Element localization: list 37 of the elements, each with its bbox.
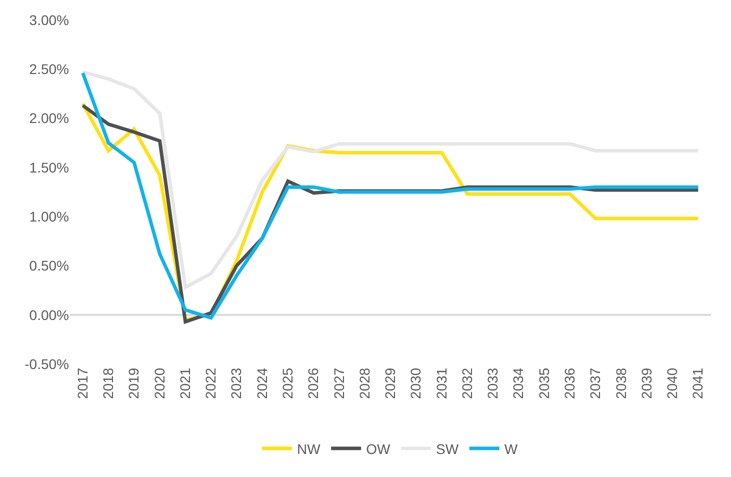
- x-tick-label: 2035: [536, 368, 552, 399]
- legend-label: SW: [436, 440, 460, 457]
- x-tick-label: 2033: [484, 368, 501, 399]
- x-tick-label: 2032: [458, 368, 475, 399]
- x-tick-label: 2021: [176, 368, 193, 399]
- y-tick-label: 2.00%: [29, 110, 69, 126]
- x-tick-label: 2026: [305, 368, 322, 399]
- x-tick-label: 2025: [279, 368, 296, 399]
- x-tick-label: 2038: [612, 368, 629, 399]
- x-tick-label: 2024: [254, 368, 270, 399]
- legend-label: W: [504, 440, 518, 457]
- x-tick-label: 2040: [664, 368, 680, 399]
- x-tick-label: 2023: [228, 368, 244, 399]
- x-tick-label: 2030: [408, 368, 424, 399]
- x-tick-label: 2041: [690, 368, 706, 399]
- x-tick-label: 2022: [202, 368, 219, 399]
- x-tick-label: 2037: [587, 368, 604, 399]
- x-tick-label: 2039: [638, 368, 654, 399]
- x-tick-label: 2031: [433, 368, 450, 399]
- y-tick-label: 0.00%: [29, 306, 69, 323]
- x-tick-label: 2017: [74, 368, 90, 399]
- y-tick-label: 0.50%: [29, 258, 69, 274]
- x-tick-label: 2036: [562, 368, 578, 399]
- x-tick-label: 2020: [151, 368, 168, 399]
- x-tick-label: 2034: [510, 368, 526, 399]
- y-tick-label: 1.00%: [29, 208, 69, 224]
- y-tick-label: -0.50%: [24, 356, 69, 372]
- x-tick-label: 2018: [100, 368, 116, 399]
- x-tick-label: 2019: [126, 368, 142, 399]
- x-tick-label: 2029: [382, 368, 398, 399]
- legend-label: NW: [297, 440, 322, 457]
- y-tick-label: 2.50%: [29, 61, 69, 78]
- legend-label: OW: [366, 440, 391, 457]
- y-tick-label: 3.00%: [29, 12, 69, 28]
- x-tick-label: 2028: [356, 368, 372, 399]
- x-tick-label: 2027: [330, 368, 347, 399]
- y-tick-label: 1.50%: [29, 159, 69, 176]
